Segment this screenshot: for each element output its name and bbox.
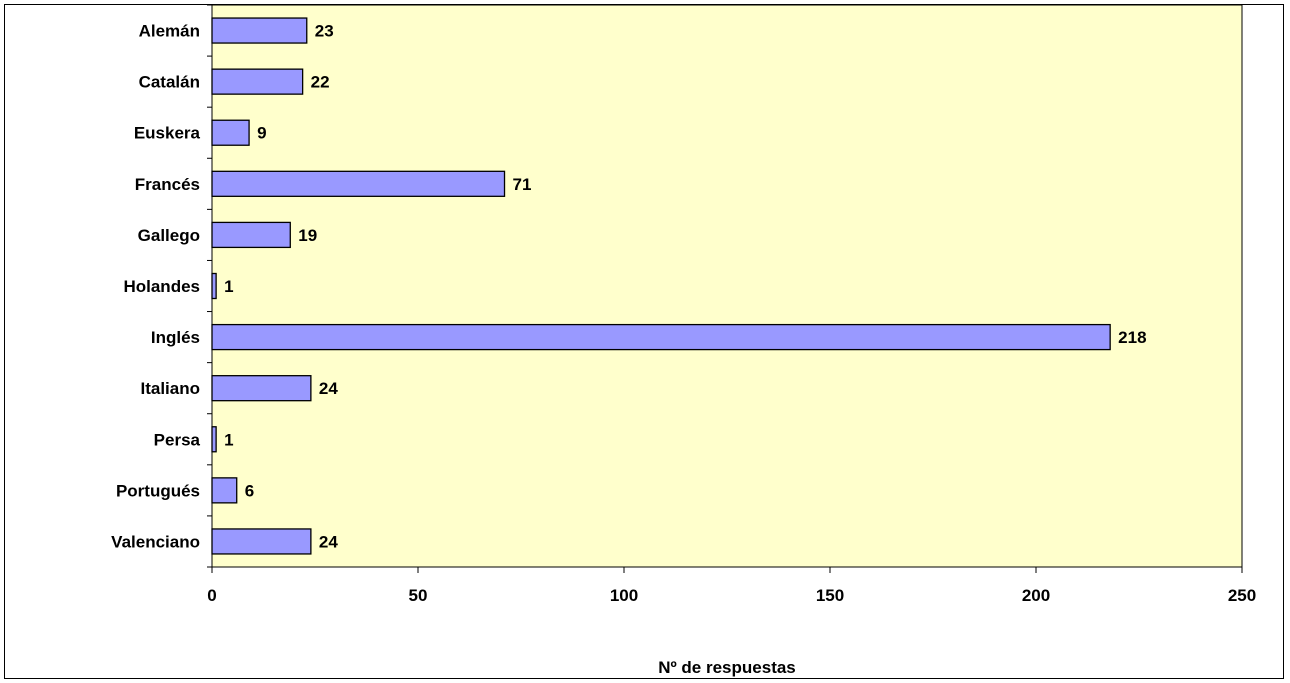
y-tick-label: Euskera xyxy=(134,124,201,143)
x-tick-label: 0 xyxy=(207,586,216,605)
y-tick-label: Persa xyxy=(154,430,201,449)
y-tick-label: Inglés xyxy=(151,328,200,347)
data-labels-group: 23 22 9 71 19 1 218 24 1 6 24 xyxy=(224,22,1146,552)
y-tick-label: Alemán xyxy=(139,22,200,41)
plot-area xyxy=(211,4,1243,568)
bar xyxy=(211,426,217,453)
data-label: 23 xyxy=(315,22,334,41)
x-tick-label: 200 xyxy=(1022,586,1050,605)
y-tick-label: Italiano xyxy=(140,379,200,398)
x-axis-title: Nº de respuestas xyxy=(658,658,796,677)
y-tick-label: Holandes xyxy=(123,277,200,296)
bar xyxy=(211,528,312,555)
x-axis: 0 50 100 150 200 250 xyxy=(207,566,1256,605)
x-tick-label: 100 xyxy=(610,586,638,605)
data-label: 24 xyxy=(319,532,338,551)
bar xyxy=(211,119,250,146)
data-label: 218 xyxy=(1118,328,1146,347)
y-axis: Alemán Catalán Euskera Francés Gallego Holand… xyxy=(111,4,213,568)
x-tick-label: 250 xyxy=(1228,586,1256,605)
bar xyxy=(211,68,304,95)
data-label: 1 xyxy=(224,430,233,449)
x-tick-label: 50 xyxy=(409,586,428,605)
data-label: 1 xyxy=(224,277,233,296)
bar xyxy=(211,170,506,197)
bar xyxy=(211,221,291,249)
bar xyxy=(211,272,217,300)
bar xyxy=(211,375,312,402)
data-label: 22 xyxy=(311,73,330,92)
data-label: 24 xyxy=(319,379,338,398)
bar xyxy=(211,323,1111,351)
bar xyxy=(211,17,308,44)
y-tick-label: Francés xyxy=(135,175,200,194)
bar xyxy=(211,477,238,504)
y-tick-label: Valenciano xyxy=(111,532,200,551)
y-tick-label: Gallego xyxy=(138,226,200,245)
data-label: 9 xyxy=(257,124,266,143)
data-label: 71 xyxy=(513,175,532,194)
y-tick-label: Portugués xyxy=(116,481,200,500)
bars-group xyxy=(211,17,1111,555)
y-tick-label: Catalán xyxy=(139,73,200,92)
x-tick-label: 150 xyxy=(816,586,844,605)
data-label: 19 xyxy=(298,226,317,245)
data-label: 6 xyxy=(245,481,254,500)
